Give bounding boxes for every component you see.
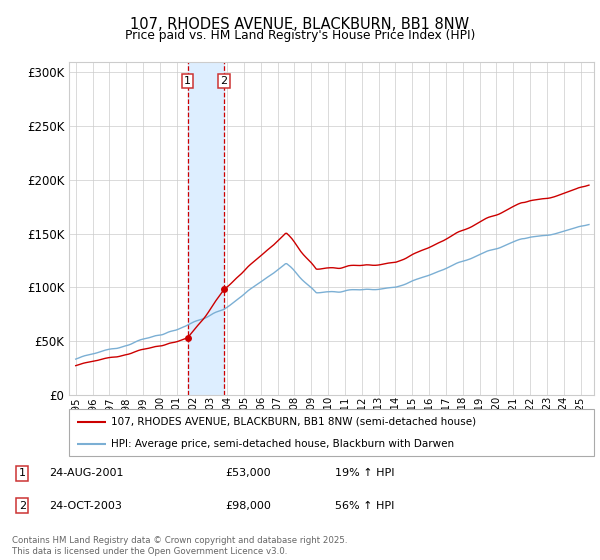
Text: £98,000: £98,000 [225, 501, 271, 511]
Text: 24-AUG-2001: 24-AUG-2001 [49, 468, 124, 478]
Text: 2: 2 [220, 76, 227, 86]
Text: Price paid vs. HM Land Registry's House Price Index (HPI): Price paid vs. HM Land Registry's House … [125, 29, 475, 42]
Text: 1: 1 [184, 76, 191, 86]
Text: £53,000: £53,000 [225, 468, 271, 478]
Text: 24-OCT-2003: 24-OCT-2003 [49, 501, 122, 511]
Text: 107, RHODES AVENUE, BLACKBURN, BB1 8NW (semi-detached house): 107, RHODES AVENUE, BLACKBURN, BB1 8NW (… [111, 417, 476, 427]
Text: 2: 2 [19, 501, 26, 511]
Text: Contains HM Land Registry data © Crown copyright and database right 2025.
This d: Contains HM Land Registry data © Crown c… [12, 536, 347, 556]
Text: 107, RHODES AVENUE, BLACKBURN, BB1 8NW: 107, RHODES AVENUE, BLACKBURN, BB1 8NW [130, 17, 470, 32]
Text: 19% ↑ HPI: 19% ↑ HPI [335, 468, 394, 478]
Text: 1: 1 [19, 468, 26, 478]
Text: HPI: Average price, semi-detached house, Blackburn with Darwen: HPI: Average price, semi-detached house,… [111, 438, 454, 449]
Text: 56% ↑ HPI: 56% ↑ HPI [335, 501, 394, 511]
FancyBboxPatch shape [69, 409, 594, 456]
Bar [188, 62, 224, 395]
